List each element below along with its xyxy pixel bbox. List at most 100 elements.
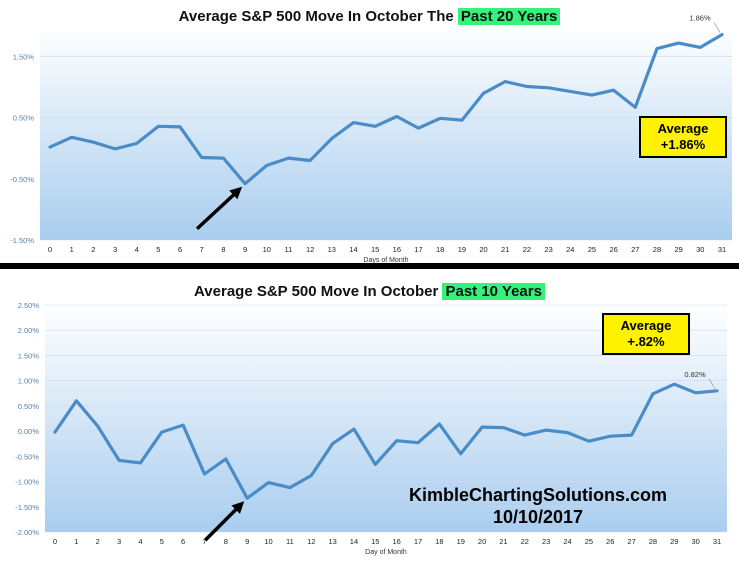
x-tick-label: 25	[588, 245, 596, 254]
x-tick-label: 23	[544, 245, 552, 254]
y-tick-label: -1.50%	[10, 236, 34, 245]
y-tick-label: 2.50%	[18, 301, 40, 310]
pointer-arrowhead	[229, 186, 243, 200]
x-tick-label: 9	[243, 245, 247, 254]
x-tick-label: 30	[696, 245, 704, 254]
y-tick-label: -2.00%	[15, 528, 39, 537]
x-axis-label: Day of Month	[365, 549, 407, 556]
x-tick-label: 24	[563, 537, 571, 546]
x-tick-label: 9	[245, 537, 249, 546]
y-tick-label: -1.50%	[15, 503, 39, 512]
plot-area	[40, 26, 732, 240]
callout-label: Average	[620, 318, 672, 333]
pointer-arrow	[195, 188, 241, 231]
x-tick-label: 20	[479, 245, 487, 254]
y-tick-label: 0.00%	[18, 427, 40, 436]
y-tick-label: 1.50%	[13, 53, 35, 62]
x-tick-label: 27	[631, 245, 639, 254]
x-tick-label: 14	[350, 537, 358, 546]
x-tick-label: 28	[653, 245, 661, 254]
y-tick-label: -1.00%	[15, 478, 39, 487]
y-tick-label: 0.50%	[13, 114, 35, 123]
x-tick-label: 5	[160, 537, 164, 546]
y-tick-label: 0.50%	[18, 402, 40, 411]
x-tick-label: 26	[609, 245, 617, 254]
x-tick-label: 25	[585, 537, 593, 546]
callout-value: +.82%	[627, 334, 665, 349]
x-tick-label: 2	[96, 537, 100, 546]
y-tick-label: 1.50%	[18, 351, 40, 360]
x-tick-label: 1	[70, 245, 74, 254]
x-tick-label: 3	[113, 245, 117, 254]
x-tick-label: 22	[523, 245, 531, 254]
x-tick-label: 12	[307, 537, 315, 546]
x-tick-label: 13	[328, 537, 336, 546]
x-tick-label: 11	[285, 245, 293, 254]
end-label-leader	[713, 22, 721, 33]
x-tick-label: 29	[674, 245, 682, 254]
chart-panel-20-years: Average S&P 500 Move In October The Past…	[0, 0, 739, 264]
x-tick-label: 10	[263, 245, 271, 254]
x-tick-label: 4	[138, 537, 142, 546]
x-tick-label: 16	[393, 537, 401, 546]
panel-divider	[0, 263, 739, 269]
x-tick-label: 26	[606, 537, 614, 546]
x-tick-label: 5	[156, 245, 160, 254]
x-tick-label: 23	[542, 537, 550, 546]
pointer-arrowhead	[231, 501, 245, 514]
watermark-site: KimbleChartingSolutions.com	[408, 485, 667, 505]
x-tick-label: 27	[627, 537, 635, 546]
pointer-arrow	[203, 502, 243, 542]
chart-title-highlight: Past 20 Years	[457, 8, 561, 25]
watermark-date: 10/10/2017	[492, 507, 584, 527]
x-tick-label: 16	[393, 245, 401, 254]
y-tick-label: -0.50%	[10, 175, 34, 184]
end-label-leader	[708, 378, 716, 389]
x-tick-label: 28	[649, 537, 657, 546]
y-tick-label: 1.00%	[18, 377, 40, 386]
x-tick-label: 0	[53, 537, 57, 546]
x-tick-label: 10	[264, 537, 272, 546]
x-tick-label: 30	[691, 537, 699, 546]
x-tick-label: 15	[371, 537, 379, 546]
y-tick-label: 2.00%	[18, 326, 40, 335]
x-tick-label: 24	[566, 245, 574, 254]
x-tick-label: 11	[286, 537, 294, 546]
x-tick-label: 31	[713, 537, 721, 546]
callout-value: +1.86%	[660, 137, 706, 152]
x-tick-label: 14	[349, 245, 357, 254]
end-value-label: 0.82%	[684, 370, 706, 379]
chart-title-main: Average S&P 500 Move In October The	[178, 8, 454, 25]
chart-title-main: Average S&P 500 Move In October	[194, 283, 439, 300]
series-line	[48, 32, 724, 186]
x-tick-label: 17	[414, 537, 422, 546]
x-tick-label: 22	[521, 537, 529, 546]
x-tick-label: 4	[135, 245, 139, 254]
y-tick-label: -0.50%	[15, 452, 39, 461]
x-tick-label: 21	[501, 245, 509, 254]
x-tick-label: 7	[202, 537, 206, 546]
x-tick-label: 8	[221, 245, 225, 254]
x-tick-label: 12	[306, 245, 314, 254]
end-value-label: 1.86%	[689, 14, 711, 23]
x-tick-label: 29	[670, 537, 678, 546]
x-tick-label: 18	[436, 245, 444, 254]
x-tick-label: 6	[181, 537, 185, 546]
average-callout: Average +.82%	[602, 313, 690, 355]
x-tick-label: 20	[478, 537, 486, 546]
x-tick-label: 13	[328, 245, 336, 254]
x-tick-label: 1	[74, 537, 78, 546]
x-tick-label: 17	[414, 245, 422, 254]
chart-title-highlight: Past 10 Years	[442, 283, 545, 300]
x-axis-label: Days of Month	[363, 257, 408, 264]
x-tick-label: 8	[224, 537, 228, 546]
average-callout: Average +1.86%	[639, 116, 727, 158]
callout-label: Average	[657, 121, 709, 136]
line-chart-20-years: -1.50%-0.50%0.50%1.50%0 1 2 3 4 5 6 7 8 9 10 11 12 13…	[10, 14, 732, 264]
x-tick-label: 19	[458, 245, 466, 254]
x-tick-label: 2	[91, 245, 95, 254]
chart-title: Average S&P 500 Move In October Past 10 …	[0, 283, 739, 300]
x-tick-label: 0	[48, 245, 52, 254]
